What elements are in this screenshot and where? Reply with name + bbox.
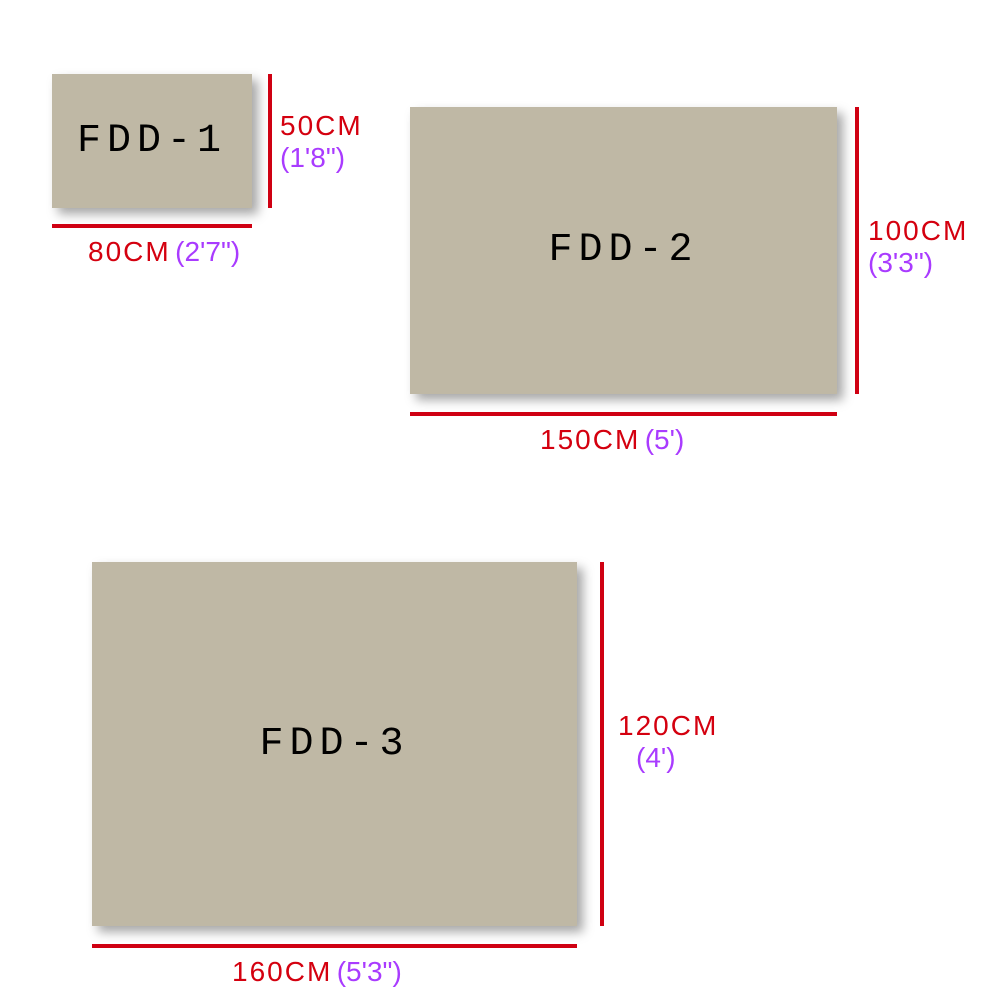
width-dim-fdd-2: 150CM (5') (540, 424, 684, 456)
panel-fdd-2: FDD-2 (410, 107, 837, 394)
height-dim-fdd-1: 50CM (1'8") (280, 110, 363, 174)
width-imp: (5'3") (337, 956, 402, 987)
height-imp: (1'8") (280, 142, 345, 173)
height-imp: (3'3") (868, 247, 933, 278)
height-rule-fdd-1 (268, 74, 272, 208)
width-imp: (2'7") (175, 236, 240, 267)
height-rule-fdd-2 (855, 107, 859, 394)
width-dim-fdd-1: 80CM (2'7") (88, 236, 240, 268)
height-cm: 120CM (618, 710, 718, 741)
size-diagram: FDD-1 50CM (1'8") 80CM (2'7") FDD-2 100C… (0, 0, 1000, 1000)
width-cm: 160CM (232, 956, 332, 987)
panel-fdd-3: FDD-3 (92, 562, 577, 926)
width-rule-fdd-3 (92, 944, 577, 948)
height-cm: 50CM (280, 110, 363, 141)
width-rule-fdd-1 (52, 224, 252, 228)
panel-label: FDD-1 (77, 119, 227, 164)
width-rule-fdd-2 (410, 412, 837, 416)
panel-fdd-1: FDD-1 (52, 74, 252, 208)
height-cm: 100CM (868, 215, 968, 246)
height-dim-fdd-2: 100CM (3'3") (868, 215, 968, 279)
panel-label: FDD-3 (259, 722, 409, 767)
height-imp: (4') (636, 742, 676, 773)
width-imp: (5') (645, 424, 685, 455)
panel-label: FDD-2 (548, 228, 698, 273)
width-cm: 150CM (540, 424, 640, 455)
width-dim-fdd-3: 160CM (5'3") (232, 956, 402, 988)
height-rule-fdd-3 (600, 562, 604, 926)
height-dim-fdd-3: 120CM (4') (618, 710, 718, 774)
width-cm: 80CM (88, 236, 171, 267)
